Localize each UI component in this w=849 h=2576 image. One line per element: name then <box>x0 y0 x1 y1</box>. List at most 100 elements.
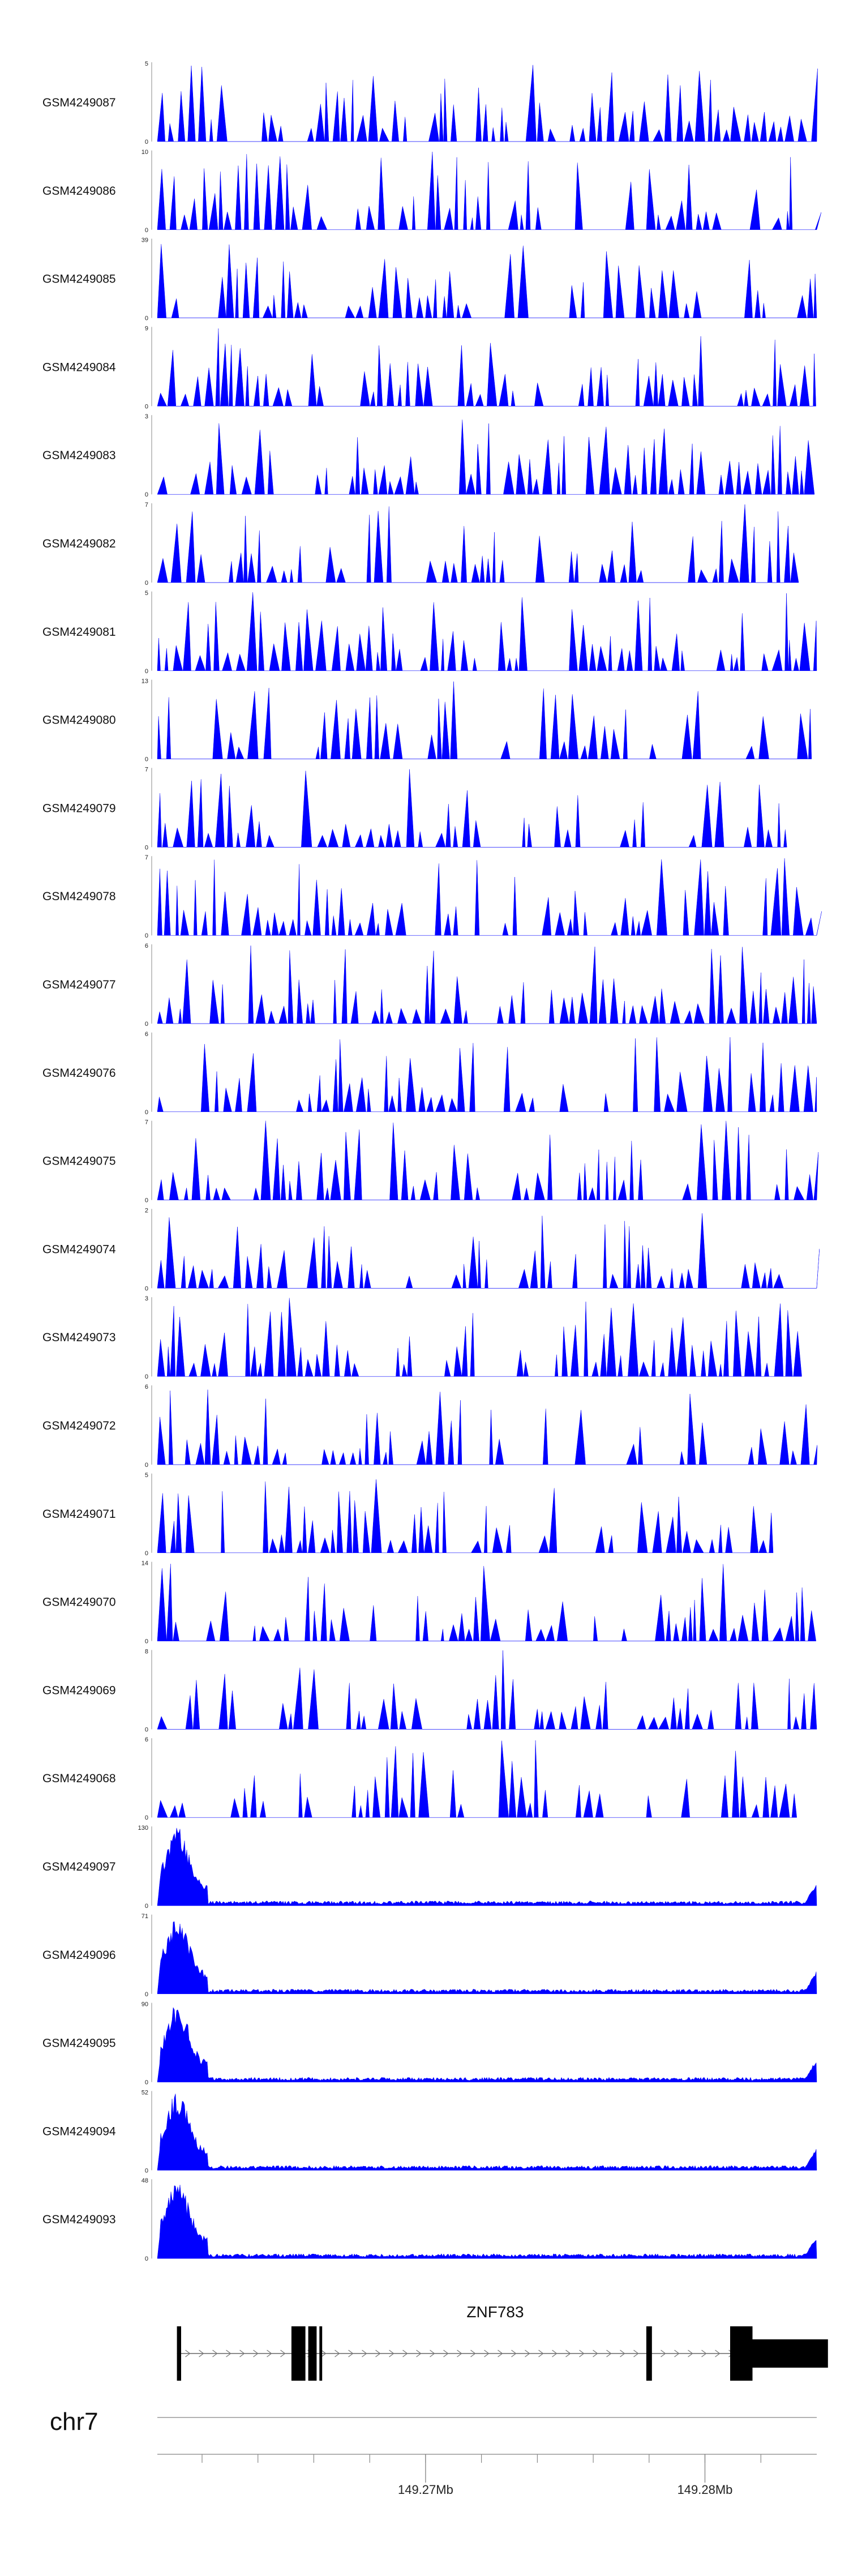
strand-arrow <box>335 2350 340 2357</box>
y-max-tick: 5 <box>145 590 148 597</box>
strand-arrow <box>280 2350 286 2357</box>
y-min-tick: 0 <box>145 1638 148 1645</box>
strand-arrow <box>430 2350 435 2357</box>
exon <box>752 2339 828 2368</box>
y-max-tick: 8 <box>145 1648 148 1655</box>
track-GSM4249086: GSM4249086 10 0 <box>42 149 822 234</box>
y-min-tick: 0 <box>145 1197 148 1204</box>
coverage-area <box>157 1037 817 1112</box>
strand-arrow <box>267 2350 272 2357</box>
y-min-tick: 0 <box>145 580 148 587</box>
y-min-tick: 0 <box>145 1109 148 1116</box>
y-max-tick: 6 <box>145 943 148 949</box>
strand-arrow <box>633 2350 639 2357</box>
coverage-area <box>157 1740 797 1818</box>
gene-model-track: ZNF783 <box>177 2303 828 2381</box>
strand-arrow <box>688 2350 693 2357</box>
y-min-tick: 0 <box>145 668 148 675</box>
strand-arrow <box>362 2350 367 2357</box>
track-label: GSM4249087 <box>42 96 116 109</box>
track-GSM4249075: GSM4249075 7 0 <box>42 1119 819 1204</box>
track-label: GSM4249072 <box>42 1419 116 1432</box>
y-max-tick: 48 <box>142 2177 148 2184</box>
y-min-tick: 0 <box>145 491 148 498</box>
strand-arrow <box>593 2350 598 2357</box>
coverage-tracks: GSM424908750GSM4249086100GSM4249085390GS… <box>42 61 822 2262</box>
y-max-tick: 7 <box>145 1119 148 1126</box>
strand-arrow <box>457 2350 462 2357</box>
track-GSM4249068: GSM4249068 6 0 <box>42 1736 797 1821</box>
y-max-tick: 3 <box>145 1295 148 1302</box>
coverage-area <box>157 328 816 406</box>
track-label: GSM4249074 <box>42 1243 116 1256</box>
coverage-area <box>157 1298 802 1377</box>
strand-arrow <box>552 2350 558 2357</box>
axis-tick-label: 149.28Mb <box>678 2483 733 2497</box>
genome-axis: chr7 149.27Mb 149.28Mb <box>50 2408 817 2497</box>
y-max-tick: 5 <box>145 1472 148 1479</box>
track-GSM4249085: GSM4249085 39 0 <box>42 237 817 322</box>
track-label: GSM4249071 <box>42 1508 116 1521</box>
strand-arrow <box>375 2350 381 2357</box>
strand-arrow <box>402 2350 408 2357</box>
strand-arrow <box>701 2350 707 2357</box>
strand-arrow <box>239 2350 245 2357</box>
y-min-tick: 0 <box>145 2079 148 2086</box>
strand-arrow <box>389 2350 395 2357</box>
strand-arrow <box>538 2350 544 2357</box>
coverage-area <box>157 1921 817 1995</box>
strand-arrow <box>416 2350 422 2357</box>
track-label: GSM4249080 <box>42 714 116 727</box>
track-label: GSM4249084 <box>42 361 116 374</box>
track-label: GSM4249097 <box>42 1860 116 1873</box>
track-GSM4249076: GSM4249076 6 0 <box>42 1031 817 1116</box>
track-GSM4249074: GSM4249074 2 0 <box>42 1207 820 1292</box>
track-label: GSM4249096 <box>42 1949 116 1962</box>
track-label: GSM4249070 <box>42 1596 116 1609</box>
strand-arrow <box>674 2350 680 2357</box>
track-label: GSM4249079 <box>42 802 116 815</box>
exon <box>291 2326 306 2381</box>
strand-arrow <box>498 2350 503 2357</box>
coverage-area <box>157 945 817 1024</box>
y-max-tick: 7 <box>145 502 148 508</box>
track-label: GSM4249081 <box>42 626 116 639</box>
track-GSM4249082: GSM4249082 7 0 <box>42 502 799 587</box>
y-min-tick: 0 <box>145 1462 148 1469</box>
track-label: GSM4249095 <box>42 2037 116 2050</box>
y-max-tick: 130 <box>138 1825 148 1832</box>
chromosome-label: chr7 <box>50 2408 98 2436</box>
track-label: GSM4249075 <box>42 1155 116 1168</box>
exon <box>177 2326 181 2381</box>
y-max-tick: 90 <box>142 2001 148 2008</box>
track-label: GSM4249078 <box>42 890 116 903</box>
y-max-tick: 7 <box>145 766 148 773</box>
track-label: GSM4249085 <box>42 273 116 286</box>
y-max-tick: 10 <box>142 149 148 156</box>
strand-arrow <box>226 2350 231 2357</box>
coverage-area <box>157 152 822 230</box>
strand-arrow <box>715 2350 721 2357</box>
coverage-area <box>157 1213 820 1289</box>
track-GSM4249079: GSM4249079 7 0 <box>42 766 787 851</box>
coverage-area <box>157 65 818 142</box>
y-max-tick: 2 <box>145 1207 148 1214</box>
coverage-area <box>157 1479 774 1554</box>
strand-arrow <box>565 2350 571 2357</box>
y-min-tick: 0 <box>145 1726 148 1733</box>
gene-name-label: ZNF783 <box>466 2303 524 2321</box>
y-min-tick: 0 <box>145 932 148 939</box>
axis-tick-label: 149.27Mb <box>398 2483 453 2497</box>
y-min-tick: 0 <box>145 227 148 234</box>
y-min-tick: 0 <box>145 1991 148 1998</box>
y-max-tick: 9 <box>145 325 148 332</box>
track-GSM4249071: GSM4249071 5 0 <box>42 1472 774 1557</box>
track-GSM4249080: GSM4249080 13 0 <box>42 678 812 763</box>
track-GSM4249093: GSM4249093 48 0 <box>42 2177 817 2262</box>
y-max-tick: 6 <box>145 1384 148 1390</box>
track-GSM4249073: GSM4249073 3 0 <box>42 1295 802 1380</box>
coverage-area <box>157 681 812 759</box>
y-min-tick: 0 <box>145 2167 148 2174</box>
track-GSM4249078: GSM4249078 7 0 <box>42 854 822 939</box>
